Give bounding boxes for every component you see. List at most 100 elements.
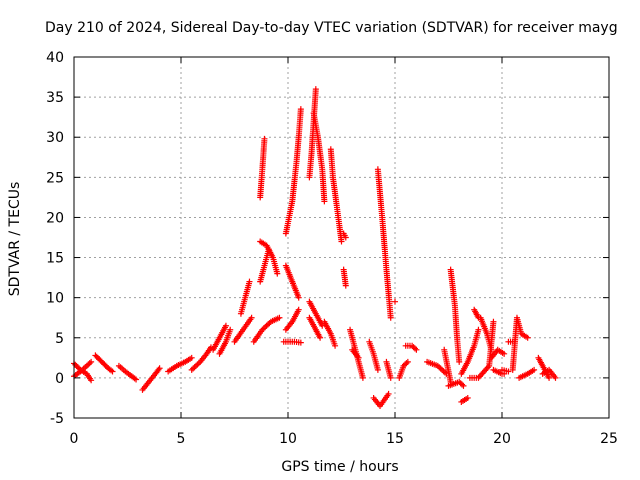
plot-frame [73, 56, 610, 419]
satellite-track [471, 306, 482, 321]
satellite-track [188, 344, 214, 373]
satellite-track [488, 346, 508, 361]
data-point [501, 350, 508, 357]
data-point [338, 238, 345, 245]
data-point [505, 368, 512, 375]
satellite-track [477, 314, 495, 353]
data-point [490, 318, 497, 325]
satellite-track [306, 314, 324, 341]
satellite-track [458, 326, 482, 377]
satellite-track [71, 358, 95, 380]
y-axis-label: SDTVAR / TECUs [7, 182, 23, 297]
satellite-track [458, 394, 471, 405]
data-point [88, 377, 95, 384]
data-point [385, 390, 392, 397]
data-point [342, 234, 349, 241]
satellite-track [516, 366, 538, 381]
data-point [276, 314, 283, 321]
satellite-track [366, 338, 381, 373]
x-tick-label: 25 [600, 431, 618, 447]
satellite-track [282, 262, 302, 301]
y-tick-label: 15 [46, 251, 64, 267]
x-tick-label: 20 [493, 431, 511, 447]
data-point [359, 374, 366, 381]
data-point [546, 374, 553, 381]
data-point [295, 306, 302, 313]
y-tick-label: 25 [46, 170, 64, 186]
data-point [552, 374, 559, 381]
satellite-track [139, 365, 163, 393]
data-point [133, 376, 140, 383]
data-point [355, 354, 362, 361]
data-point [332, 342, 339, 349]
y-tick-label: -5 [50, 411, 64, 427]
satellite-track [210, 322, 229, 353]
data-point [321, 198, 328, 205]
x-tick-label: 5 [177, 431, 186, 447]
satellite-track [424, 358, 450, 377]
data-point [460, 382, 467, 389]
satellite-track [282, 306, 302, 333]
axis-ticks: 0 5 10 15 20 25 -5 0 5 10 15 20 25 30 35 40 [46, 50, 618, 447]
y-tick-label: 40 [46, 50, 64, 66]
data-point [392, 298, 398, 305]
x-tick-label: 0 [70, 431, 79, 447]
satellite-track [257, 238, 281, 277]
data-point [524, 334, 531, 341]
satellite-track [165, 354, 195, 375]
y-tick-label: 20 [46, 210, 64, 226]
data-point [488, 346, 495, 353]
satellite-track [383, 358, 394, 381]
data-point [227, 326, 234, 333]
satellite-track [237, 278, 253, 317]
x-axis-label: GPS time / hours [281, 459, 398, 475]
satellite-track [396, 358, 411, 381]
data-point [312, 86, 319, 93]
data-point [188, 354, 195, 361]
satellite-track [310, 110, 328, 205]
satellite-track [441, 346, 454, 385]
satellite-track [539, 366, 559, 381]
data-point [413, 346, 420, 353]
data-point [274, 270, 281, 277]
data-point [404, 358, 411, 365]
y-tick-label: 10 [46, 291, 64, 307]
data-point [456, 358, 463, 365]
satellite-track [216, 326, 234, 357]
satellite-track [349, 346, 362, 361]
data-point [88, 358, 95, 365]
data-points [71, 86, 559, 409]
data-point [464, 394, 471, 401]
satellite-track [374, 166, 394, 321]
y-tick-label: 35 [46, 90, 64, 106]
data-point [246, 278, 253, 285]
satellite-track [402, 342, 420, 353]
data-point [342, 282, 349, 289]
satellite-track [306, 86, 319, 181]
data-point [156, 365, 163, 372]
satellite-track [370, 390, 392, 409]
satellite-track [445, 378, 467, 389]
satellite-track [340, 230, 349, 241]
satellite-track [92, 352, 116, 375]
x-tick-label: 10 [279, 431, 297, 447]
data-point [387, 314, 394, 321]
satellite-track [306, 298, 326, 329]
data-point [261, 135, 268, 142]
satellite-track [327, 146, 345, 245]
data-point [317, 334, 324, 341]
data-point [374, 366, 381, 373]
y-tick-label: 0 [55, 371, 64, 387]
data-point [248, 314, 255, 321]
satellite-track [340, 266, 349, 289]
data-point [297, 106, 304, 113]
chart-title: Day 210 of 2024, Sidereal Day-to-day VTE… [45, 20, 618, 36]
data-point [109, 368, 116, 375]
satellite-track [115, 362, 140, 383]
data-point [387, 374, 394, 381]
satellite-track [509, 314, 531, 373]
data-point [475, 326, 482, 333]
satellite-track [280, 338, 304, 346]
satellite-track [499, 366, 512, 375]
